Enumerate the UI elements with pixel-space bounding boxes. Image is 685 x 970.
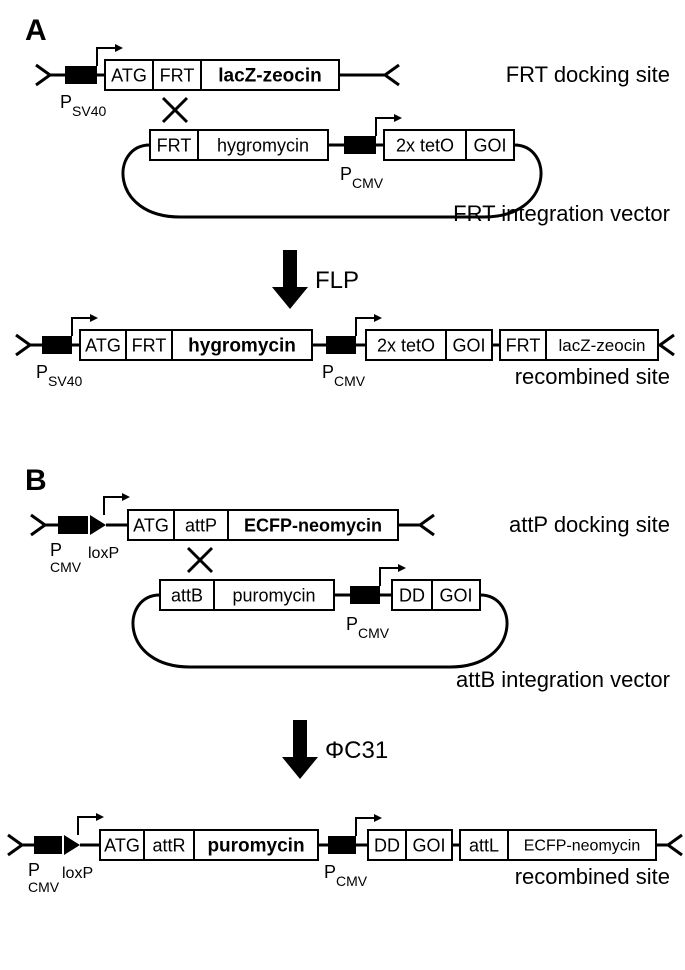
attp-box-label: attP [185,515,217,535]
goi-box-label: GOI [412,835,445,855]
puromycin-box-label: puromycin [207,836,304,857]
cmv-sub: CMV [50,559,82,575]
cmv-sub: CMV [28,879,60,895]
goi-box-label: GOI [439,585,472,605]
promoter-arrowhead [374,814,382,822]
atg-box-label: ATG [133,515,169,535]
promoter-block [65,66,97,84]
panel-a: APSV40ATGFRTlacZ-zeocinFRT docking siteF… [16,14,674,389]
chrom-end-left [31,515,45,535]
ecfp-neo-box-label: ECFP-neomycin [524,838,640,855]
promoter-arrowhead [96,813,104,821]
promoter-block [326,336,356,354]
atg-box-label: ATG [85,335,121,355]
attl-box-label: attL [469,835,499,855]
lacz-zeocin-box-label: lacZ-zeocin [218,66,321,87]
ecfp-neo-box-label: ECFP-neomycin [244,515,382,535]
panel-letter-a: A [25,14,47,47]
goi-box-label: GOI [473,135,506,155]
phic31-label: ΦC31 [325,737,388,764]
dd-box-label: DD [399,585,425,605]
chrom-end-right [385,65,399,85]
frt-box-label: FRT [160,65,195,85]
promoter-label: PCMV [322,362,366,389]
promoter-label: PCMV [340,164,384,191]
recombination-cross [163,98,187,122]
flp-label: FLP [315,267,359,294]
hygromycin-box-label: hygromycin [217,135,309,155]
process-arrow-shaft [293,720,307,757]
frt-vector-label: FRT integration vector [453,201,670,226]
loxp-triangle [64,835,80,855]
process-arrow-head [272,287,308,309]
dd-box-label: DD [374,835,400,855]
promoter-block [350,586,380,604]
promoter-arrowhead [122,493,130,501]
attb-vector-label: attB integration vector [456,667,670,692]
promoter-arrowhead [374,314,382,322]
promoter-arrow [78,817,96,835]
p-label: P [28,860,40,880]
chrom-end-left [8,835,22,855]
promoter-block [58,516,88,534]
puromycin-box-label: puromycin [232,585,315,605]
attr-box-label: attR [152,835,185,855]
promoter-block [34,836,62,854]
chrom-end-right [668,835,682,855]
goi-box-label: GOI [452,335,485,355]
promoter-label: PCMV [324,862,368,889]
promoter-arrow [104,497,122,515]
promoter-block [328,836,356,854]
atg-box-label: ATG [111,65,147,85]
recombined-label-b: recombined site [515,864,670,889]
chrom-end-left [16,335,30,355]
promoter-arrowhead [398,564,406,572]
promoter-label: PCMV [346,614,390,641]
promoter-arrowhead [115,44,123,52]
promoter-label: PSV40 [36,362,82,389]
promoter-arrowhead [394,114,402,122]
frt-docking-label: FRT docking site [506,62,670,87]
promoter-block [42,336,72,354]
process-arrow-shaft [283,250,297,287]
teto-box-label: 2x tetO [377,335,435,355]
p-label: P [50,540,62,560]
loxp-triangle [90,515,106,535]
frt-box-label: FRT [157,135,192,155]
loxp-label: loxP [88,545,119,562]
recombined-label-a: recombined site [515,364,670,389]
attb-box-label: attB [171,585,203,605]
loxp-label: loxP [62,865,93,882]
frt-box-label: FRT [506,335,541,355]
attp-docking-label: attP docking site [509,512,670,537]
promoter-block [344,136,376,154]
frt-box-label: FRT [132,335,167,355]
atg-box-label: ATG [104,835,140,855]
chrom-end-left [36,65,50,85]
teto-box-label: 2x tetO [396,135,454,155]
promoter-label: PSV40 [60,92,106,119]
promoter-arrowhead [90,314,98,322]
panel-letter-b: B [25,464,47,497]
lacz-zeocin-box-label: lacZ-zeocin [559,336,646,355]
process-arrow-head [282,757,318,779]
recombination-cross [188,548,212,572]
panel-b: BPCMVloxPATGattPECFP-neomycinattP dockin… [8,464,682,895]
hygromycin-box-label: hygromycin [188,336,296,357]
chrom-end-right [420,515,434,535]
chrom-end-right [660,335,674,355]
